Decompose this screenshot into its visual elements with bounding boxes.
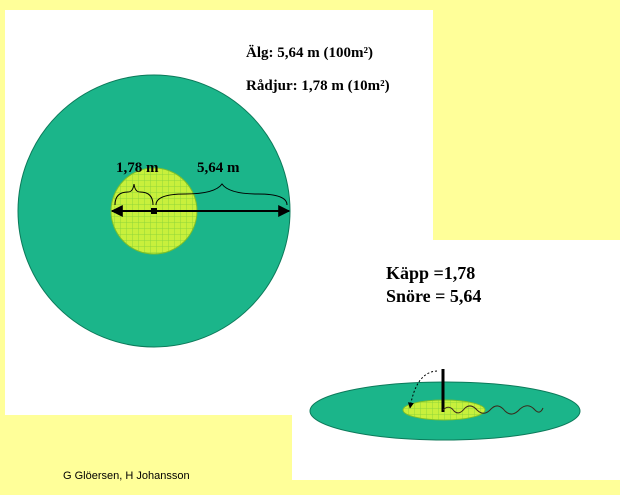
large-radius-label: 5,64 m [197, 160, 240, 176]
alg-label: Älg: 5,64 m (100m²) [246, 45, 373, 61]
rotation-arrow [407, 370, 438, 409]
small-radius-brace [114, 183, 154, 206]
snore-label: Snöre = 5,64 [386, 286, 482, 306]
small-radius-label: 1,78 m [116, 160, 159, 176]
large-radius-brace [155, 183, 288, 206]
center-point [151, 208, 157, 214]
string [442, 405, 544, 415]
kapp-label: Käpp =1,78 [386, 263, 476, 283]
radjur-label: Rådjur: 1,78 m (10m²) [246, 78, 390, 94]
credit-text: G Glöersen, H Johansson [63, 470, 190, 482]
